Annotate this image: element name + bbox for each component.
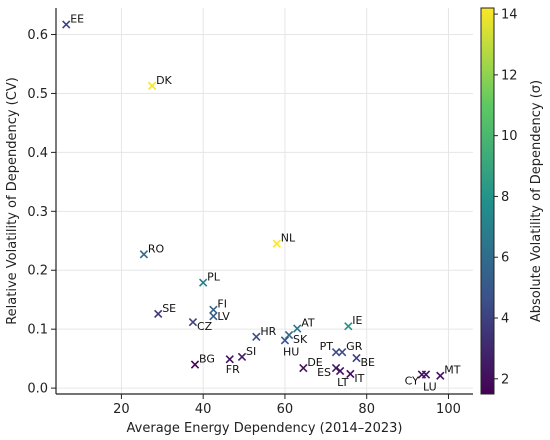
point-label-cz: CZ	[197, 320, 213, 333]
point-label-se: SE	[162, 302, 176, 315]
point-label-hu: HU	[283, 345, 299, 358]
point-label-es: ES	[317, 366, 331, 379]
y-tick-label: 0.6	[27, 28, 48, 43]
x-tick-label: 100	[436, 402, 461, 417]
point-label-nl: NL	[281, 232, 296, 245]
point-label-si: SI	[246, 345, 256, 358]
colorbar: 2 4 6 8 10 12 14	[480, 7, 518, 395]
x-tick-label: 20	[113, 402, 130, 417]
point-label-pl: PL	[207, 271, 221, 284]
point-label-fr: FR	[226, 363, 240, 376]
data-point-hr	[252, 332, 261, 342]
colorbar-gradient	[480, 7, 495, 395]
point-label-gr: GR	[346, 340, 363, 353]
point-label-fi: FI	[217, 298, 227, 311]
point-label-cy: CY	[405, 375, 419, 388]
colorbar-tick-label: 8	[501, 190, 509, 205]
data-point-si	[237, 352, 247, 362]
data-point-sk	[284, 330, 294, 340]
point-label-dk: DK	[156, 74, 172, 87]
data-point-pl	[199, 278, 208, 287]
data-point-mt	[436, 371, 445, 380]
x-tick-label: 80	[358, 402, 375, 417]
data-point-lu	[421, 370, 431, 379]
data-point-es	[331, 363, 341, 373]
y-tick-label: 0.0	[27, 382, 48, 397]
point-label-de: DE	[307, 356, 322, 369]
data-point-be	[352, 353, 361, 363]
point-label-sk: SK	[293, 333, 308, 346]
data-point-it	[346, 369, 355, 379]
grid	[56, 8, 473, 394]
data-point-pt	[331, 347, 341, 357]
point-label-ro: RO	[148, 242, 165, 255]
point-label-mt: MT	[444, 364, 460, 377]
y-tick-label: 0.5	[27, 87, 48, 102]
data-point-ie	[344, 322, 353, 331]
colorbar-tick-label: 12	[501, 68, 518, 83]
x-tick-label: 40	[195, 402, 212, 417]
data-point-dk	[147, 81, 157, 90]
data-point-nl	[272, 239, 281, 248]
colorbar-tick-label: 4	[501, 312, 509, 327]
data-point-cz	[188, 317, 198, 327]
point-label-pt: PT	[320, 340, 334, 353]
data-point-bg	[190, 360, 200, 369]
data-point-de	[299, 363, 308, 373]
data-point-fr	[225, 355, 234, 364]
point-label-be: BE	[360, 356, 375, 369]
y-tick-label: 0.3	[27, 205, 48, 220]
x-tick-label: 60	[277, 402, 294, 417]
point-label-hr: HR	[260, 325, 276, 338]
x-axis-label: Average Energy Dependency (2014–2023)	[127, 421, 403, 436]
y-axis-label: Relative Volatility of Dependency (CV)	[5, 77, 20, 325]
data-point-ee	[62, 20, 71, 29]
point-label-ee: EE	[70, 13, 84, 26]
axes: 20 40 60 80 100 0.0 0.1 0.2 0.3 0.4 0.5 0.6	[27, 8, 473, 417]
data-point-at	[293, 324, 302, 333]
colorbar-label: Absolute Volatility of Dependency (σ)	[529, 80, 544, 322]
point-label-lu: LU	[423, 381, 437, 394]
point-label-lv: LV	[217, 310, 230, 323]
data-point-hu	[280, 336, 290, 345]
point-label-lt: LT	[337, 376, 349, 389]
data-point-se	[154, 309, 163, 319]
colorbar-tick-label: 14	[501, 8, 518, 23]
data-point-gr	[338, 347, 347, 357]
y-tick-label: 0.4	[27, 146, 48, 161]
point-label-it: IT	[354, 372, 364, 385]
point-label-at: AT	[301, 317, 315, 330]
y-tick-label: 0.1	[27, 323, 48, 338]
data-point-lv	[209, 312, 218, 321]
point-label-ie: IE	[352, 314, 362, 327]
colorbar-tick-label: 6	[501, 251, 509, 266]
data-point-lt	[335, 366, 345, 376]
data-point-fi	[209, 305, 218, 314]
colorbar-tick-label: 2	[501, 372, 509, 387]
data-points	[62, 20, 445, 380]
colorbar-tick-label: 10	[501, 129, 518, 144]
data-point-ro	[139, 250, 149, 259]
point-label-bg: BG	[199, 353, 215, 366]
y-tick-label: 0.2	[27, 264, 48, 279]
